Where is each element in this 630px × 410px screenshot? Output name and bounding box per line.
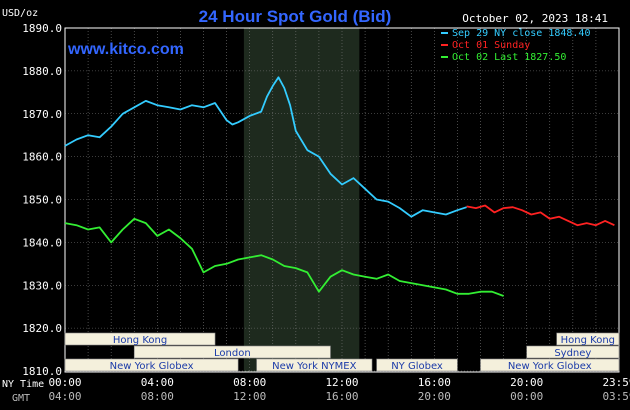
market-session-label: Sydney <box>554 348 591 359</box>
legend-entry: Oct 01 Sunday <box>452 40 530 51</box>
legend-entry: Oct 02 Last 1827.50 <box>452 52 566 63</box>
x-tick-label-ny: 16:00 <box>418 376 451 389</box>
timestamp: October 02, 2023 18:41 <box>462 12 608 25</box>
x-tick-label-gmt: 03:59 <box>602 390 630 403</box>
x-tick-label-gmt: 00:00 <box>510 390 543 403</box>
x-tick-label-gmt: 20:00 <box>418 390 451 403</box>
market-session-label: New York NYMEX <box>272 361 357 372</box>
price-series-2 <box>466 204 615 227</box>
grid-lines <box>65 27 619 372</box>
market-sessions: Hong Kong Hong Kong London Sydney New York G… <box>64 332 620 372</box>
y-tick-label: 1850.0 <box>22 194 62 207</box>
market-session-label: NY Globex <box>391 361 443 372</box>
x-axis: NY Time GMT 00:0004:0004:0008:0008:0012:… <box>2 376 630 404</box>
market-session-label: Hong Kong <box>561 335 615 346</box>
market-session-label: New York Globex <box>508 361 592 372</box>
market-session-label: New York Globex <box>110 361 194 372</box>
y-tick-label: 1840.0 <box>22 236 62 249</box>
x-tick-label-gmt: 16:00 <box>325 390 358 403</box>
market-session-bar <box>64 358 239 372</box>
x-tick-label-ny: 00:00 <box>48 376 81 389</box>
x-tick-label-gmt: 12:00 <box>233 390 266 403</box>
y-tick-label: 1810.0 <box>22 365 62 378</box>
legend-entry: Sep 29 NY close 1848.40 <box>452 28 590 39</box>
x-tick-label-ny: 04:00 <box>141 376 174 389</box>
market-session-bar <box>64 332 216 346</box>
y-axis: 1890.0 1880.0 1870.0 1860.0 1850.0 1840.0 1830… <box>22 22 62 378</box>
market-session-bar <box>133 345 331 359</box>
market-session-label: Hong Kong <box>113 335 167 346</box>
price-series-3 <box>64 217 504 297</box>
x-tick-label-ny: 12:00 <box>325 376 358 389</box>
ny-time-label: NY Time <box>2 379 44 390</box>
y-tick-label: 1880.0 <box>22 65 62 78</box>
price-series-1 <box>64 76 467 218</box>
unit-label: USD/oz <box>2 8 38 19</box>
x-tick-label-ny: 08:00 <box>233 376 266 389</box>
x-tick-label-gmt: 04:00 <box>48 390 81 403</box>
market-session-bar <box>376 358 458 372</box>
y-tick-label: 1820.0 <box>22 322 62 335</box>
y-tick-label: 1830.0 <box>22 279 62 292</box>
y-tick-label: 1890.0 <box>22 22 62 35</box>
price-lines <box>64 76 615 297</box>
market-session-bar <box>256 358 373 372</box>
x-tick-label-gmt: 08:00 <box>141 390 174 403</box>
market-session-bar <box>480 358 620 372</box>
market-session-bar <box>526 345 620 359</box>
plot-frame <box>64 27 620 373</box>
market-hours-highlight <box>243 28 360 372</box>
x-tick-label-ny: 23:59 <box>602 376 630 389</box>
market-session-label: London <box>214 348 251 359</box>
gmt-label: GMT <box>12 393 30 404</box>
y-tick-label: 1870.0 <box>22 108 62 121</box>
y-tick-label: 1860.0 <box>22 151 62 164</box>
watermark: www.kitco.com <box>67 41 184 58</box>
x-tick-label-ny: 20:00 <box>510 376 543 389</box>
market-session-bar <box>556 332 620 346</box>
chart-title: 24 Hour Spot Gold (Bid) <box>199 7 392 26</box>
